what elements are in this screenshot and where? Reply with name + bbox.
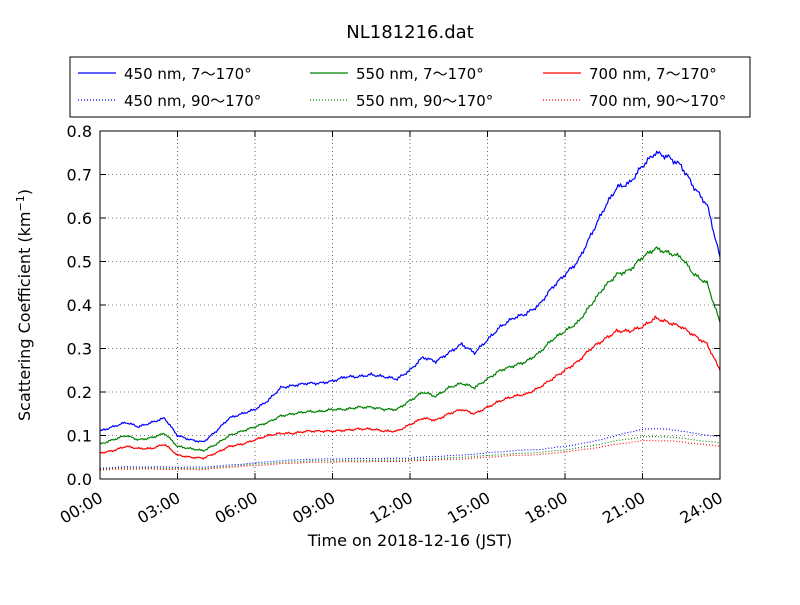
y-tick-label: 0.3 bbox=[67, 340, 92, 359]
x-tick-label: 21:00 bbox=[599, 488, 648, 528]
legend-label-2: 700 nm, 7～170° bbox=[589, 65, 717, 83]
legend-label-4: 550 nm, 90～170° bbox=[356, 92, 493, 110]
y-tick-label: 0.2 bbox=[67, 383, 92, 402]
x-tick-label: 03:00 bbox=[134, 488, 183, 528]
plot-area: 00:00 03:00 06:00 09:00 12:00 15:00 18:00 21:00… bbox=[57, 122, 726, 528]
legend-label-3: 450 nm, 90～170° bbox=[124, 92, 261, 110]
legend-label-1: 550 nm, 7～170° bbox=[356, 65, 484, 83]
x-tick-label: 00:00 bbox=[57, 488, 106, 528]
legend-label-0: 450 nm, 7～170° bbox=[124, 65, 252, 83]
y-axis-label-main: Scattering Coefficient (km bbox=[15, 211, 34, 421]
y-tick-label: 0.1 bbox=[67, 427, 92, 446]
y-axis-label-close: ) bbox=[15, 189, 34, 195]
x-axis-label: Time on 2018-12-16 (JST) bbox=[307, 531, 512, 550]
y-tick-label: 0.6 bbox=[67, 209, 92, 228]
chart-title: NL181216.dat bbox=[346, 22, 473, 43]
y-tick-label: 0.0 bbox=[67, 470, 92, 489]
x-tick-label: 24:00 bbox=[677, 488, 726, 528]
x-tick-label: 12:00 bbox=[367, 488, 416, 528]
x-tick-label: 15:00 bbox=[444, 488, 493, 528]
y-axis-label-superscript: −1 bbox=[14, 195, 27, 211]
series-line-0 bbox=[100, 151, 720, 442]
x-tick-label: 06:00 bbox=[212, 488, 261, 528]
legend-label-5: 700 nm, 90～170° bbox=[589, 92, 726, 110]
y-tick-label: 0.8 bbox=[67, 122, 92, 141]
x-tick-label: 09:00 bbox=[289, 488, 338, 528]
y-tick-label: 0.5 bbox=[67, 253, 92, 272]
legend: 450 nm, 7～170° 550 nm, 7～170° 700 nm, 7～17… bbox=[70, 57, 750, 117]
y-tick-label: 0.7 bbox=[67, 166, 92, 185]
series-line-4 bbox=[100, 437, 720, 470]
series-line-1 bbox=[100, 247, 720, 451]
x-tick-label: 18:00 bbox=[522, 488, 571, 528]
y-tick-label: 0.4 bbox=[67, 296, 92, 315]
y-axis-label: Scattering Coefficient (km−1) bbox=[14, 189, 34, 421]
